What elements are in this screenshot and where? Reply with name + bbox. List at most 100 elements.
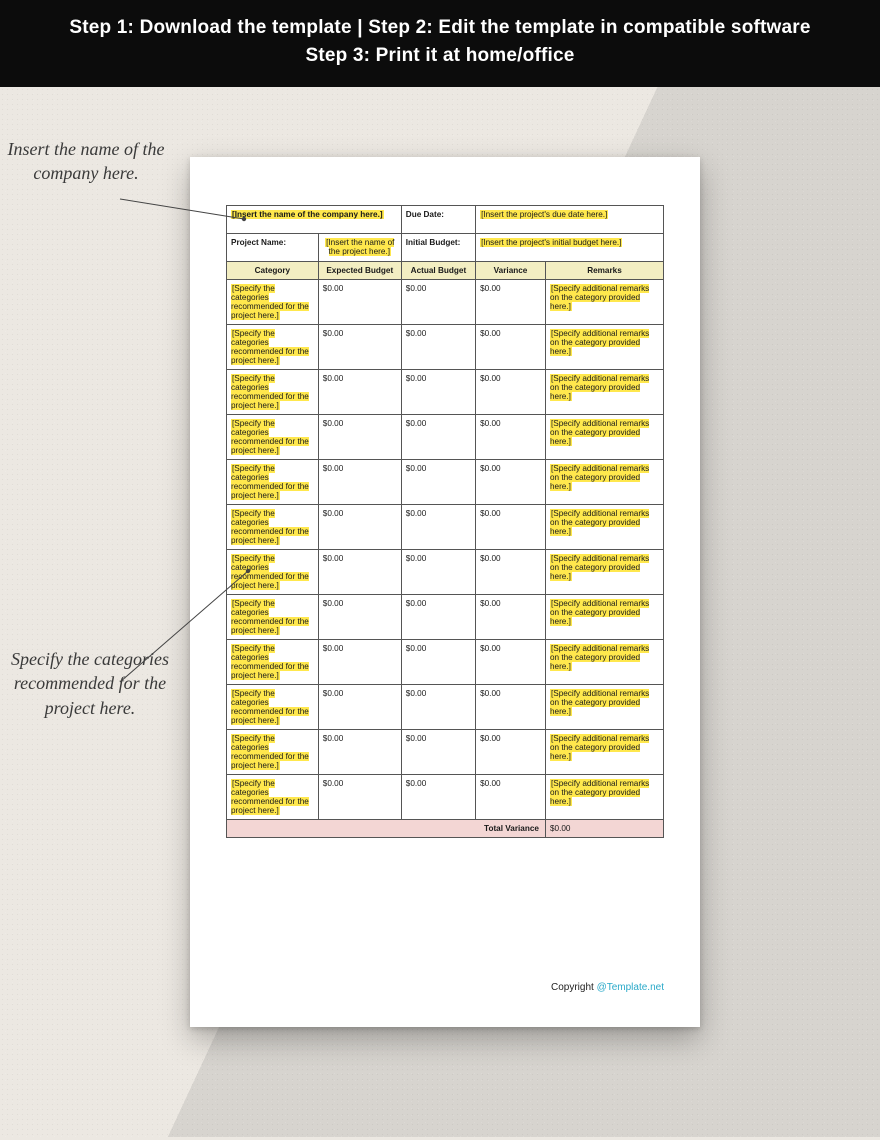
table-row: [Specify the categories recommended for …	[227, 415, 664, 460]
remarks-placeholder[interactable]: [Specify additional remarks on the categ…	[550, 644, 649, 671]
due-date-placeholder[interactable]: [Insert the project's due date here.]	[480, 210, 608, 219]
variance-value[interactable]: $0.00	[476, 415, 546, 460]
total-variance-value: $0.00	[545, 820, 663, 838]
actual-value[interactable]: $0.00	[401, 505, 475, 550]
table-row: [Specify the categories recommended for …	[227, 640, 664, 685]
category-placeholder[interactable]: [Specify the categories recommended for …	[231, 329, 309, 365]
company-placeholder[interactable]: [Insert the name of the company here.]	[231, 210, 384, 219]
copyright-link[interactable]: @Template.net	[597, 982, 664, 993]
col-remarks: Remarks	[545, 262, 663, 280]
category-placeholder[interactable]: [Specify the categories recommended for …	[231, 644, 309, 680]
table-row: [Specify the categories recommended for …	[227, 550, 664, 595]
actual-value[interactable]: $0.00	[401, 550, 475, 595]
remarks-placeholder[interactable]: [Specify additional remarks on the categ…	[550, 374, 649, 401]
col-category: Category	[227, 262, 319, 280]
stage: Insert the name of the company here. Spe…	[0, 87, 880, 1137]
total-row: Total Variance $0.00	[227, 820, 664, 838]
expected-value[interactable]: $0.00	[318, 685, 401, 730]
table-row: [Specify the categories recommended for …	[227, 325, 664, 370]
variance-value[interactable]: $0.00	[476, 460, 546, 505]
remarks-placeholder[interactable]: [Specify additional remarks on the categ…	[550, 599, 649, 626]
actual-value[interactable]: $0.00	[401, 415, 475, 460]
category-placeholder[interactable]: [Specify the categories recommended for …	[231, 554, 309, 590]
table-row: [Specify the categories recommended for …	[227, 730, 664, 775]
category-placeholder[interactable]: [Specify the categories recommended for …	[231, 419, 309, 455]
variance-value[interactable]: $0.00	[476, 775, 546, 820]
variance-value[interactable]: $0.00	[476, 595, 546, 640]
table-row: [Specify the categories recommended for …	[227, 460, 664, 505]
variance-value[interactable]: $0.00	[476, 730, 546, 775]
category-placeholder[interactable]: [Specify the categories recommended for …	[231, 464, 309, 500]
category-placeholder[interactable]: [Specify the categories recommended for …	[231, 779, 309, 815]
variance-value[interactable]: $0.00	[476, 550, 546, 595]
remarks-placeholder[interactable]: [Specify additional remarks on the categ…	[550, 734, 649, 761]
table-row: [Specify the categories recommended for …	[227, 505, 664, 550]
table-row: [Specify the categories recommended for …	[227, 775, 664, 820]
expected-value[interactable]: $0.00	[318, 415, 401, 460]
remarks-placeholder[interactable]: [Specify additional remarks on the categ…	[550, 689, 649, 716]
instruction-banner: Step 1: Download the template | Step 2: …	[0, 0, 880, 87]
total-variance-label: Total Variance	[476, 820, 546, 838]
remarks-placeholder[interactable]: [Specify additional remarks on the categ…	[550, 284, 649, 311]
category-placeholder[interactable]: [Specify the categories recommended for …	[231, 689, 309, 725]
actual-value[interactable]: $0.00	[401, 685, 475, 730]
actual-value[interactable]: $0.00	[401, 640, 475, 685]
table-row: [Specify the categories recommended for …	[227, 685, 664, 730]
template-page: [Insert the name of the company here.] D…	[190, 157, 700, 1027]
variance-value[interactable]: $0.00	[476, 640, 546, 685]
actual-value[interactable]: $0.00	[401, 775, 475, 820]
column-header-row: Category Expected Budget Actual Budget V…	[227, 262, 664, 280]
category-placeholder[interactable]: [Specify the categories recommended for …	[231, 284, 309, 320]
expected-value[interactable]: $0.00	[318, 775, 401, 820]
callout-company: Insert the name of the company here.	[6, 137, 166, 186]
col-actual: Actual Budget	[401, 262, 475, 280]
expected-value[interactable]: $0.00	[318, 370, 401, 415]
initial-budget-placeholder[interactable]: [Insert the project's initial budget her…	[480, 238, 622, 247]
remarks-placeholder[interactable]: [Specify additional remarks on the categ…	[550, 779, 649, 806]
banner-line-1: Step 1: Download the template | Step 2: …	[20, 14, 860, 42]
header-row-1: [Insert the name of the company here.] D…	[227, 206, 664, 234]
col-expected: Expected Budget	[318, 262, 401, 280]
table-body: [Specify the categories recommended for …	[227, 280, 664, 820]
category-placeholder[interactable]: [Specify the categories recommended for …	[231, 734, 309, 770]
category-placeholder[interactable]: [Specify the categories recommended for …	[231, 599, 309, 635]
actual-value[interactable]: $0.00	[401, 730, 475, 775]
expected-value[interactable]: $0.00	[318, 550, 401, 595]
variance-value[interactable]: $0.00	[476, 325, 546, 370]
expected-value[interactable]: $0.00	[318, 280, 401, 325]
copyright-text: Copyright	[551, 982, 597, 993]
budget-table: [Insert the name of the company here.] D…	[226, 205, 664, 838]
remarks-placeholder[interactable]: [Specify additional remarks on the categ…	[550, 464, 649, 491]
expected-value[interactable]: $0.00	[318, 730, 401, 775]
remarks-placeholder[interactable]: [Specify additional remarks on the categ…	[550, 554, 649, 581]
remarks-placeholder[interactable]: [Specify additional remarks on the categ…	[550, 509, 649, 536]
actual-value[interactable]: $0.00	[401, 595, 475, 640]
due-date-label: Due Date:	[401, 206, 475, 234]
expected-value[interactable]: $0.00	[318, 325, 401, 370]
project-name-label: Project Name:	[227, 234, 319, 262]
category-placeholder[interactable]: [Specify the categories recommended for …	[231, 374, 309, 410]
remarks-placeholder[interactable]: [Specify additional remarks on the categ…	[550, 329, 649, 356]
copyright: Copyright @Template.net	[551, 982, 664, 993]
project-name-placeholder[interactable]: [Insert the name of the project here.]	[325, 238, 394, 256]
actual-value[interactable]: $0.00	[401, 460, 475, 505]
variance-value[interactable]: $0.00	[476, 505, 546, 550]
category-placeholder[interactable]: [Specify the categories recommended for …	[231, 509, 309, 545]
actual-value[interactable]: $0.00	[401, 325, 475, 370]
actual-value[interactable]: $0.00	[401, 280, 475, 325]
actual-value[interactable]: $0.00	[401, 370, 475, 415]
expected-value[interactable]: $0.00	[318, 640, 401, 685]
col-variance: Variance	[476, 262, 546, 280]
expected-value[interactable]: $0.00	[318, 505, 401, 550]
table-row: [Specify the categories recommended for …	[227, 370, 664, 415]
expected-value[interactable]: $0.00	[318, 460, 401, 505]
variance-value[interactable]: $0.00	[476, 280, 546, 325]
initial-budget-label: Initial Budget:	[401, 234, 475, 262]
variance-value[interactable]: $0.00	[476, 370, 546, 415]
table-row: [Specify the categories recommended for …	[227, 595, 664, 640]
banner-line-2: Step 3: Print it at home/office	[20, 42, 860, 70]
variance-value[interactable]: $0.00	[476, 685, 546, 730]
remarks-placeholder[interactable]: [Specify additional remarks on the categ…	[550, 419, 649, 446]
expected-value[interactable]: $0.00	[318, 595, 401, 640]
header-row-2: Project Name: [Insert the name of the pr…	[227, 234, 664, 262]
